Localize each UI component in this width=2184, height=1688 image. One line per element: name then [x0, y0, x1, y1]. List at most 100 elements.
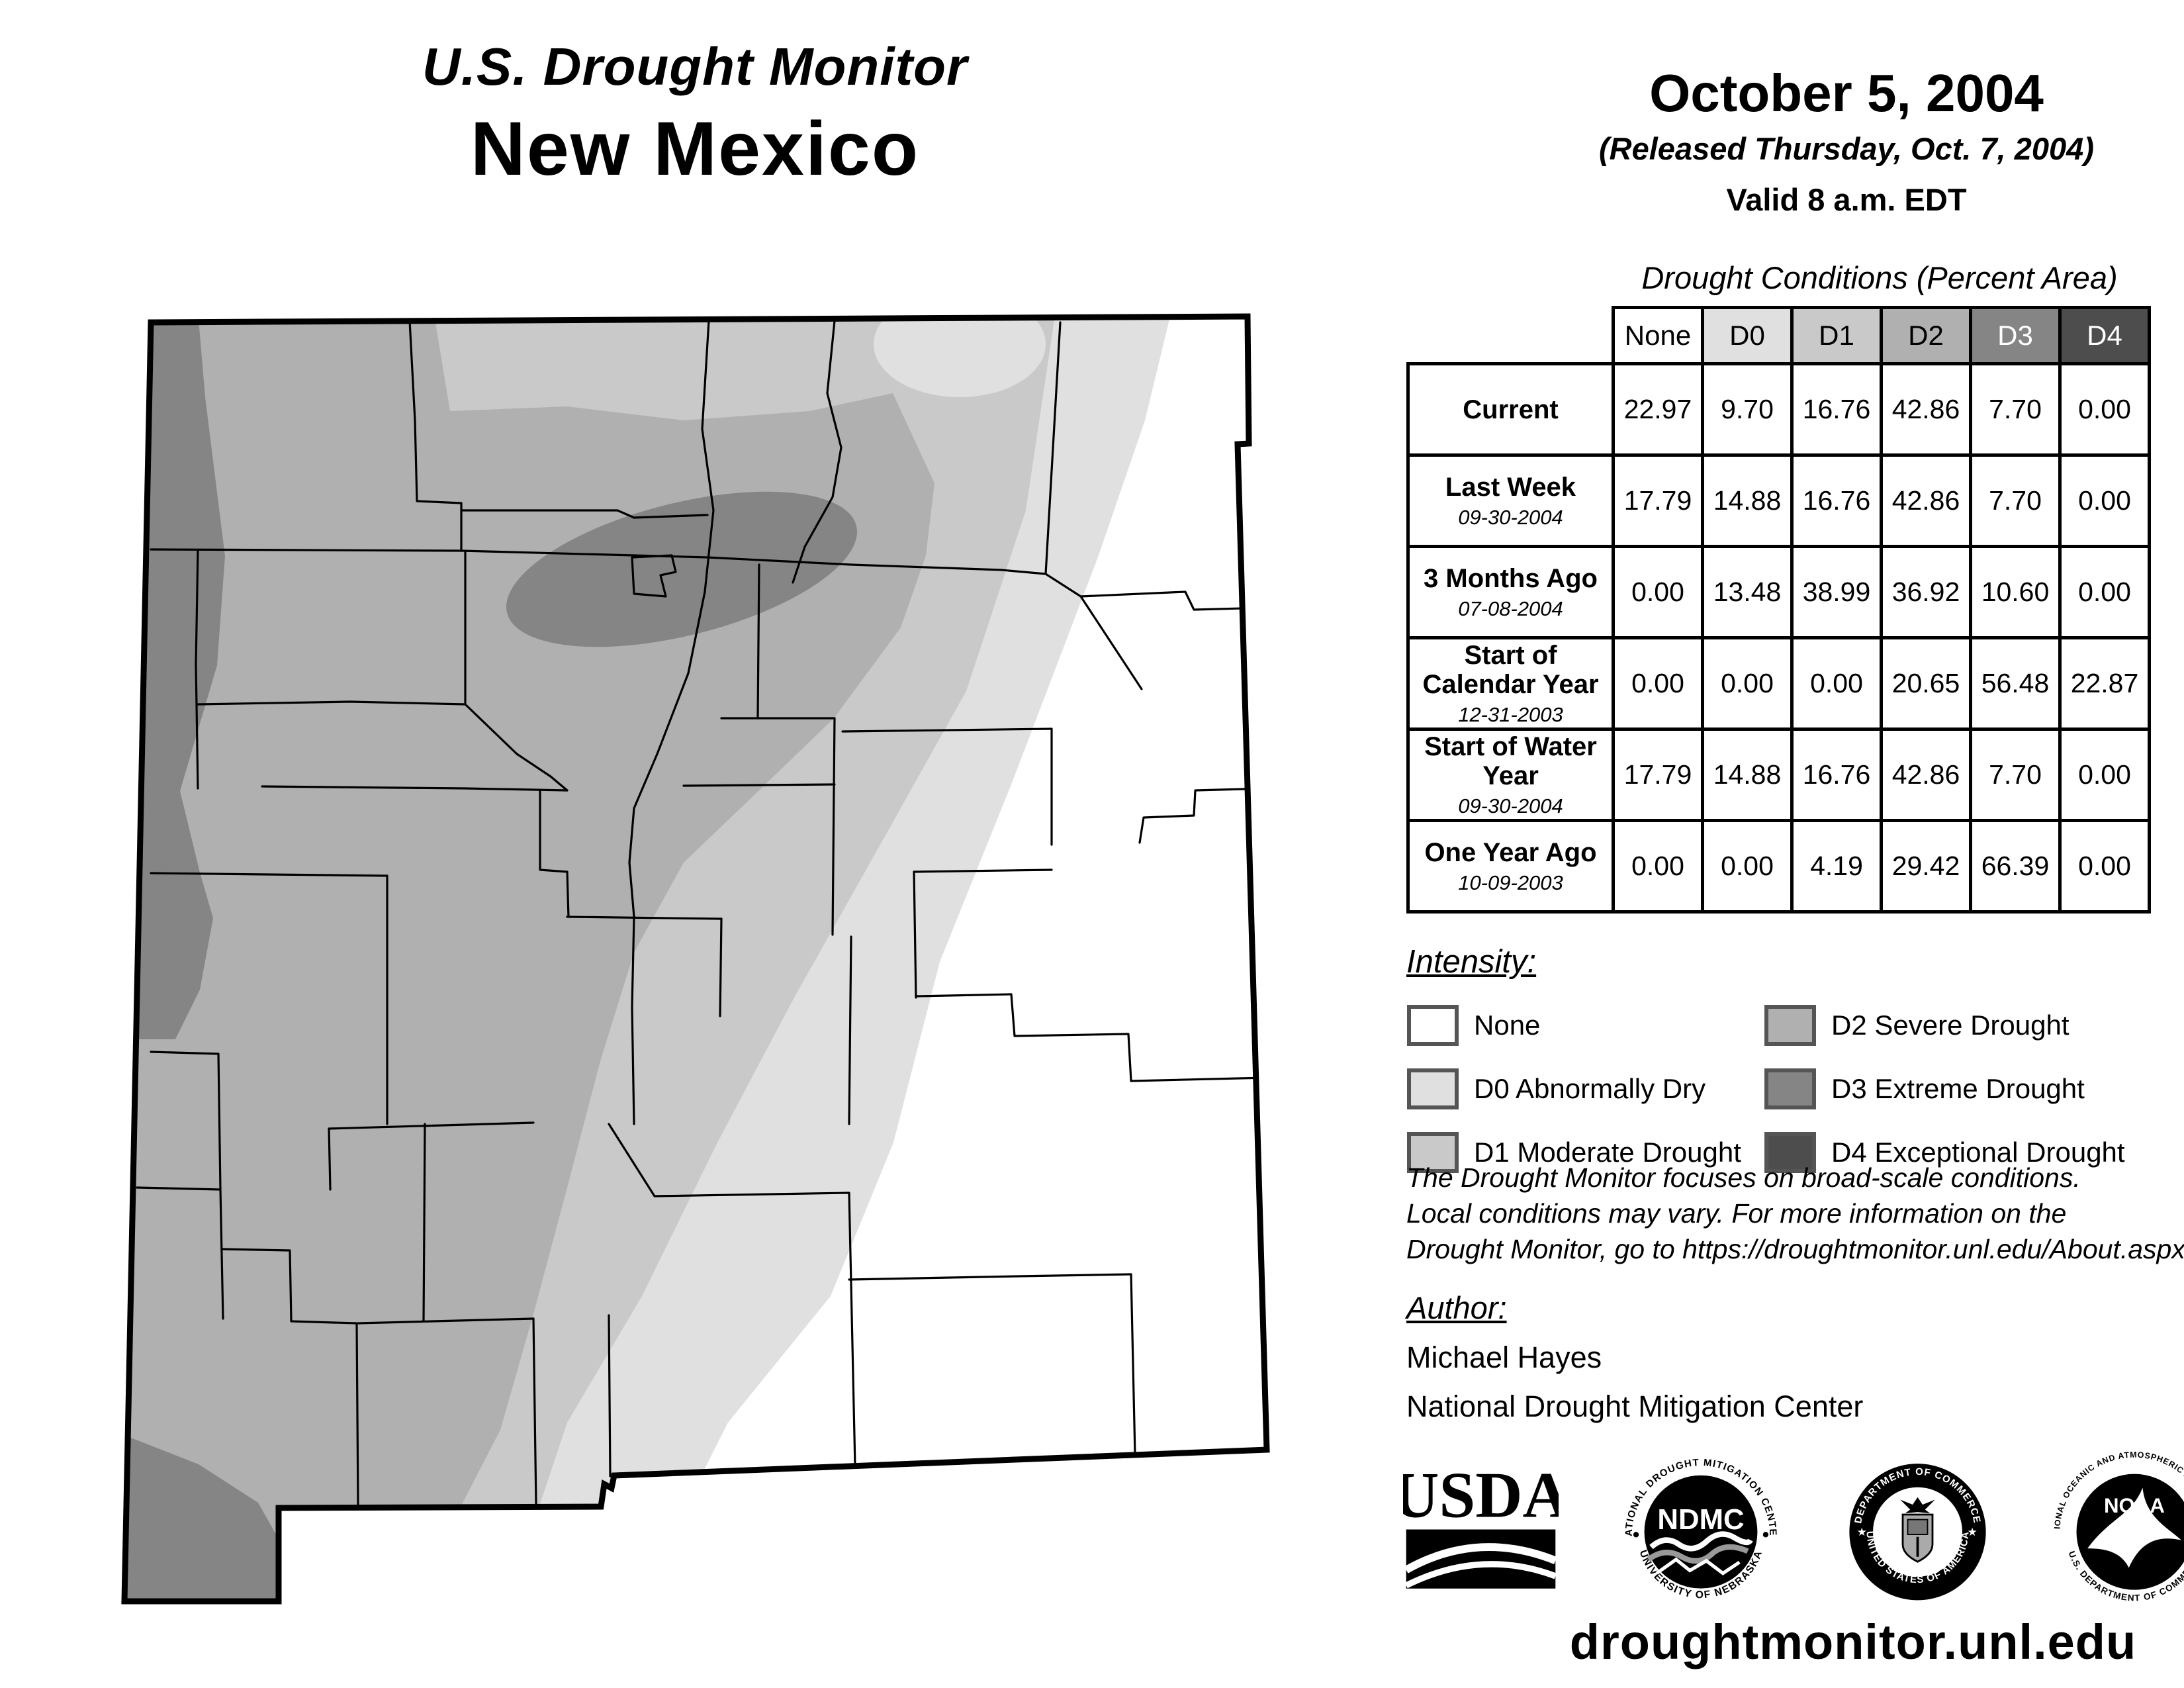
release-date: (Released Thursday, Oct. 7, 2004) — [1599, 131, 2094, 166]
row-label: Start of Water Year 09-30-2004 — [1406, 727, 1615, 822]
legend-item-d2: D2 Severe Drought — [1764, 999, 2184, 1052]
cell-value: 16.76 — [1790, 362, 1883, 457]
cell-value: 0.00 — [2058, 727, 2151, 822]
intensity-legend: Intensity: None D2 Severe Drought D0 Abn… — [1406, 943, 2184, 1179]
svg-text:★: ★ — [1968, 1525, 1978, 1538]
legend-title: Intensity: — [1406, 944, 1537, 980]
cell-value: 0.00 — [2058, 453, 2151, 548]
cell-value: 4.19 — [1790, 819, 1883, 914]
row-label: Last Week 09-30-2004 — [1406, 453, 1615, 548]
cell-value: 7.70 — [1969, 727, 2062, 822]
table-corner-blank — [1408, 308, 1614, 364]
cell-value: 16.76 — [1790, 453, 1883, 548]
legend-item-d4: D4 Exceptional Drought — [1764, 1126, 2184, 1179]
row-label: One Year Ago 10-09-2003 — [1406, 819, 1615, 914]
cell-value: 13.48 — [1701, 545, 1794, 639]
cell-value: 0.00 — [2058, 819, 2151, 914]
region-none — [701, 316, 1267, 1476]
svg-text:★: ★ — [1857, 1525, 1867, 1538]
title-block: U.S. Drought Monitor New Mexico — [199, 36, 1191, 193]
commerce-seal-logo: DEPARTMENT OF COMMERCE UNITED STATES OF … — [1849, 1463, 1986, 1600]
table-title: Drought Conditions (Percent Area) — [1641, 260, 2118, 295]
cell-value: 42.86 — [1880, 453, 1972, 548]
legend-item-d0: D0 Abnormally Dry — [1406, 1062, 1764, 1115]
cell-value: 14.88 — [1701, 727, 1794, 822]
ndmc-center-text: NDMC — [1657, 1503, 1744, 1536]
legend-item-d3: D3 Extreme Drought — [1764, 1062, 2184, 1115]
col-header-d2: D2 — [1880, 306, 1972, 365]
doc-eagle-emblem — [1900, 1497, 1935, 1563]
cell-value: 56.48 — [1969, 636, 2062, 731]
legend-swatch-d4 — [1764, 1132, 1816, 1173]
cell-value: 22.97 — [1612, 362, 1704, 457]
valid-time: Valid 8 a.m. EDT — [1726, 182, 1967, 217]
region-d0-top-notch — [874, 316, 1046, 397]
new-mexico-drought-map — [99, 285, 1390, 1675]
cell-value: 0.00 — [1701, 636, 1794, 731]
table-row-current: Current 22.97 9.70 16.76 42.86 7.70 0.00 — [1406, 362, 2151, 457]
cell-value: 9.70 — [1701, 362, 1794, 457]
cell-value: 17.79 — [1612, 453, 1704, 548]
county-boundaries — [136, 320, 1267, 1508]
author-org: National Drought Mitigation Center — [1406, 1389, 1864, 1423]
state-outline — [121, 313, 1270, 1605]
cell-value: 14.88 — [1701, 453, 1794, 548]
report-date: October 5, 2004 — [1649, 64, 2044, 122]
cell-value: 0.00 — [1701, 819, 1794, 914]
cell-value: 22.87 — [2058, 636, 2151, 731]
cell-value: 16.76 — [1790, 727, 1883, 822]
noaa-logo: NATIONAL OCEANIC AND ATMOSPHERIC ADMINIS… — [2052, 1446, 2184, 1603]
row-label: 3 Months Ago 07-08-2004 — [1406, 545, 1615, 639]
cell-value: 0.00 — [1790, 636, 1883, 731]
cell-value: 0.00 — [2058, 545, 2151, 639]
region-d3-north-blob — [506, 491, 858, 647]
noaa-gull-icon — [2087, 1487, 2181, 1568]
report-title: U.S. Drought Monitor — [422, 37, 968, 96]
cell-value: 7.70 — [1969, 362, 2062, 457]
cell-value: 29.42 — [1880, 819, 1972, 914]
col-header-d0: D0 — [1701, 306, 1794, 365]
cell-value: 17.79 — [1612, 727, 1704, 822]
region-d3-southwest — [124, 1433, 279, 1601]
cell-value: 36.92 — [1880, 545, 1972, 639]
cell-value: 42.86 — [1880, 727, 1972, 822]
logo-row: USDA NATIONAL DROUGHT MITIGATION CENTER … — [1403, 1443, 2184, 1615]
legend-swatch-d0 — [1407, 1068, 1459, 1109]
legend-item-none: None — [1406, 999, 1764, 1052]
table-row-one-year-ago: One Year Ago 10-09-2003 0.00 0.00 4.19 29… — [1406, 819, 2151, 914]
legend-swatch-none — [1407, 1005, 1459, 1046]
ndmc-logo: NATIONAL DROUGHT MITIGATION CENTER UNIVE… — [1618, 1446, 1778, 1601]
state-name: New Mexico — [470, 107, 920, 191]
cell-value: 66.39 — [1969, 819, 2062, 914]
cell-value: 0.00 — [1612, 819, 1704, 914]
usda-logo: USDA — [1403, 1459, 1559, 1589]
legend-item-d1: D1 Moderate Drought — [1406, 1126, 1764, 1179]
about-url: Drought Monitor, go to https://droughtmo… — [1406, 1234, 2184, 1265]
table-row-last-week: Last Week 09-30-2004 17.79 14.88 16.76 42… — [1406, 453, 2151, 548]
col-header-none: None — [1612, 306, 1704, 365]
region-d2 — [124, 316, 934, 1601]
usda-text: USDA — [1403, 1459, 1559, 1531]
col-header-d4: D4 — [2058, 306, 2151, 365]
col-header-d3: D3 — [1969, 306, 2062, 365]
legend-swatch-d2 — [1764, 1005, 1816, 1046]
cell-value: 42.86 — [1880, 362, 1972, 457]
legend-swatch-d3 — [1764, 1068, 1816, 1109]
table-row-3-months-ago: 3 Months Ago 07-08-2004 0.00 13.48 38.99 … — [1406, 545, 2151, 639]
cell-value: 38.99 — [1790, 545, 1883, 639]
cell-value: 10.60 — [1969, 545, 2062, 639]
cell-value: 0.00 — [1612, 636, 1704, 731]
col-header-d1: D1 — [1790, 306, 1883, 365]
cell-value: 20.65 — [1880, 636, 1972, 731]
cell-value: 7.70 — [1969, 453, 2062, 548]
row-label: Start of Calendar Year 12-31-2003 — [1406, 636, 1615, 731]
legend-swatch-d1 — [1407, 1132, 1459, 1173]
author-heading: Author: — [1406, 1290, 1507, 1325]
drought-conditions-table: None D0 D1 D2 D3 D4 Current 22.97 9.70 1… — [1406, 306, 2151, 914]
date-block: October 5, 2004 (Released Thursday, Oct.… — [1476, 63, 2184, 218]
cell-value: 0.00 — [2058, 362, 2151, 457]
row-label: Current — [1406, 362, 1615, 457]
footer-url: droughtmonitor.unl.edu — [1569, 1615, 2137, 1669]
table-header-row: None D0 D1 D2 D3 D4 — [1408, 306, 2151, 365]
disclaimer-text: The Drought Monitor focuses on broad-sca… — [1406, 1160, 2184, 1267]
